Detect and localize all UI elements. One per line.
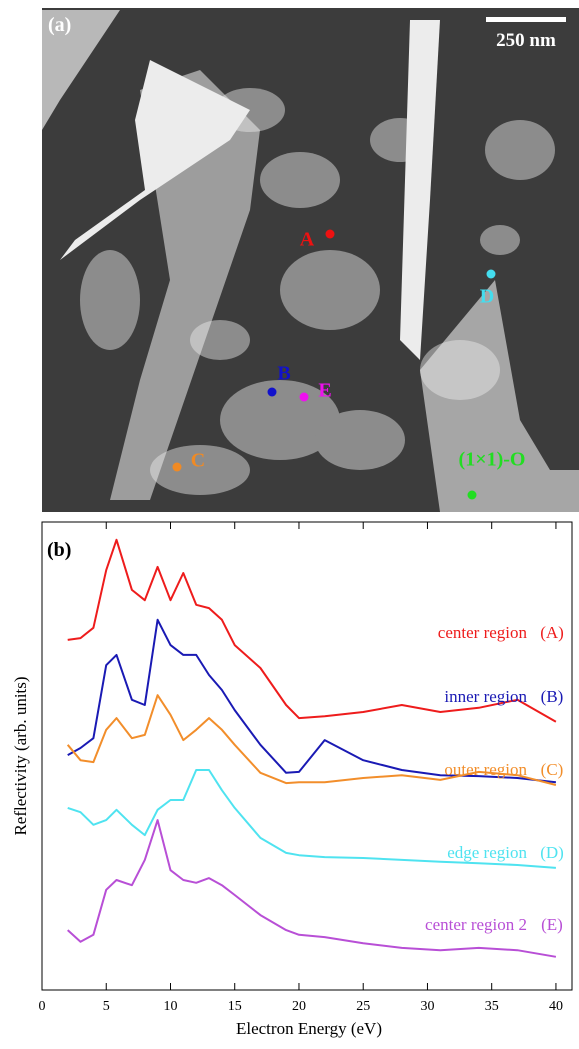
y-axis-label: Reflectivity (arb. units) bbox=[11, 676, 30, 835]
micrograph: 250 nm (a) bbox=[42, 8, 579, 512]
x-tick-label: 25 bbox=[356, 999, 370, 1014]
x-tick-label: 30 bbox=[420, 999, 434, 1014]
panel-label: (b) bbox=[47, 539, 71, 561]
chart: 0 5 10 15 20 25 30 35 40 Electron Energy (eV) Refl… bbox=[11, 522, 572, 1038]
point-marker bbox=[487, 270, 496, 279]
series-label: center region bbox=[438, 623, 528, 642]
scale-bar-label: 250 nm bbox=[496, 30, 556, 51]
series-label: center region 2 bbox=[425, 915, 527, 934]
series-tag: (B) bbox=[541, 687, 564, 706]
point-label: (1×1)-O bbox=[459, 449, 526, 471]
figure: 250 nm (a) 0 5 10 15 20 25 30 35 40 Electron Ener… bbox=[0, 0, 579, 1044]
point-label: B bbox=[277, 363, 290, 385]
point-marker bbox=[173, 463, 182, 472]
point-label: A bbox=[300, 229, 315, 251]
series-label: edge region bbox=[447, 843, 527, 862]
series-tag: (D) bbox=[540, 843, 564, 862]
x-tick-label: 40 bbox=[549, 999, 563, 1014]
series-tag: (A) bbox=[540, 623, 564, 642]
point-label: C bbox=[191, 450, 205, 472]
series-tag: (E) bbox=[541, 915, 563, 934]
x-tick-label: 20 bbox=[292, 999, 306, 1014]
scale-bar bbox=[486, 17, 566, 22]
series-label: outer region bbox=[444, 760, 527, 779]
point-marker bbox=[300, 393, 309, 402]
point-label: E bbox=[318, 380, 331, 402]
x-tick-label: 35 bbox=[485, 999, 499, 1014]
point-marker bbox=[268, 388, 277, 397]
point-label: D bbox=[480, 286, 494, 308]
x-tick-label: 0 bbox=[39, 999, 46, 1014]
series-label: inner region bbox=[444, 687, 527, 706]
x-tick-label: 15 bbox=[228, 999, 242, 1014]
point-marker bbox=[326, 230, 335, 239]
x-tick-label: 5 bbox=[103, 999, 110, 1014]
series-line bbox=[68, 820, 556, 957]
x-tick-label: 10 bbox=[163, 999, 177, 1014]
point-marker bbox=[468, 491, 477, 500]
panel-label: (a) bbox=[48, 14, 71, 36]
x-axis-label: Electron Energy (eV) bbox=[236, 1019, 382, 1038]
page: {"image_panel": {"label": "(a)", "scale_… bbox=[0, 0, 579, 1044]
series-tag: (C) bbox=[541, 760, 564, 779]
